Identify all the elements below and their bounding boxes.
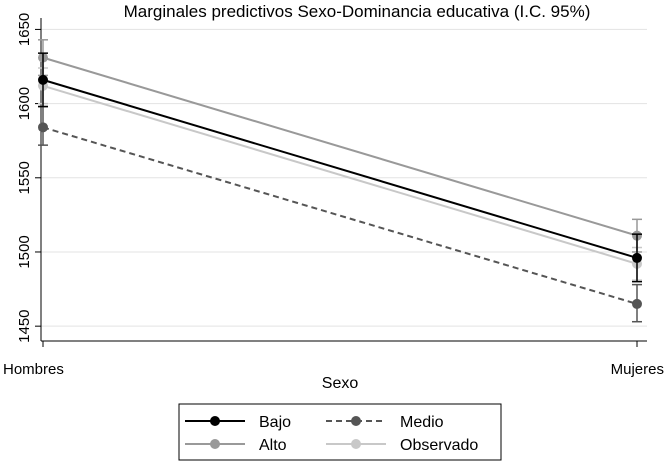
y-tick-label: 1600: [16, 87, 33, 120]
data-point: [632, 252, 642, 263]
legend-label: Medio: [400, 414, 444, 431]
series-observado: [38, 67, 642, 281]
legend-label: Bajo: [259, 414, 291, 431]
y-tick-label: 1650: [16, 13, 33, 46]
legend: Bajo Medio Alto Observado: [178, 403, 502, 461]
y-tick-label: 1550: [16, 161, 33, 194]
legend-item-observado: Observado: [326, 437, 478, 454]
data-point: [632, 298, 642, 309]
legend-item-alto: Alto: [185, 437, 287, 454]
series-line: [42, 56, 638, 237]
legend-swatch-marker: [210, 416, 220, 426]
x-axis-label: Sexo: [322, 375, 359, 392]
series-line: [42, 84, 638, 265]
chart-title: Marginales predictivos Sexo-Dominancia e…: [124, 2, 591, 21]
y-tick-label: 1450: [16, 309, 33, 342]
series-layer: [38, 39, 642, 323]
legend-label: Alto: [259, 437, 287, 454]
legend-swatch-marker: [351, 439, 361, 449]
grid-layer: [41, 28, 647, 327]
x-tick-label: Mujeres: [611, 361, 664, 378]
legend-label: Observado: [400, 437, 478, 454]
legend-swatch-marker: [351, 416, 361, 426]
legend-item-bajo: Bajo: [185, 414, 291, 431]
legend-swatch-marker: [210, 439, 220, 449]
x-tick-label: Hombres: [3, 361, 64, 378]
series-medio: [38, 105, 642, 323]
legend-box: [178, 403, 502, 461]
axis-layer: 1450 1500 1550 1600 1650 Hombres Mujeres: [3, 13, 664, 378]
y-tick-label: 1500: [16, 235, 33, 268]
series-bajo: [38, 52, 642, 283]
data-point: [38, 74, 48, 85]
series-line: [42, 78, 638, 259]
legend-item-medio: Medio: [326, 414, 444, 431]
data-point: [38, 122, 48, 133]
series-alto: [38, 39, 642, 253]
series-line: [42, 126, 638, 305]
